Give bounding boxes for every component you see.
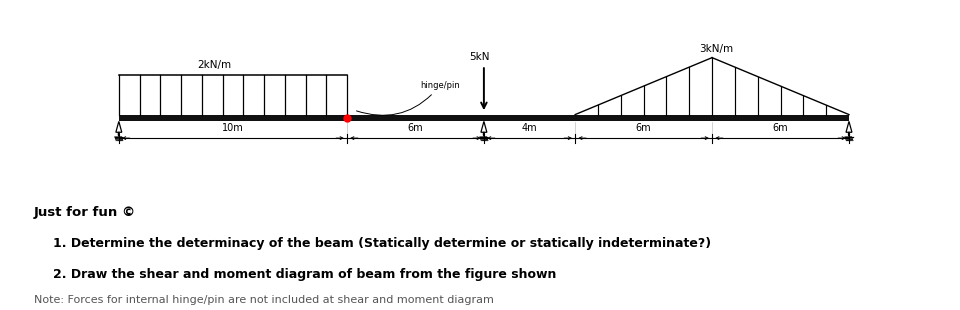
- Bar: [119, 115, 849, 122]
- Text: 5kN: 5kN: [469, 52, 490, 62]
- Text: 10m: 10m: [222, 122, 244, 132]
- Text: 6m: 6m: [773, 122, 788, 132]
- Circle shape: [849, 132, 850, 136]
- Text: 2. Draw the shear and moment diagram of beam from the figure shown: 2. Draw the shear and moment diagram of …: [53, 268, 556, 281]
- Polygon shape: [846, 122, 852, 132]
- Text: hinge/pin: hinge/pin: [356, 81, 460, 115]
- Text: Note: Forces for internal hinge/pin are not included at shear and moment diagram: Note: Forces for internal hinge/pin are …: [34, 295, 493, 305]
- Polygon shape: [116, 122, 122, 132]
- Text: 6m: 6m: [408, 122, 423, 132]
- Text: 4m: 4m: [521, 122, 538, 132]
- Text: Just for fun ©: Just for fun ©: [34, 206, 136, 219]
- Circle shape: [483, 132, 485, 136]
- Circle shape: [118, 132, 119, 136]
- Text: 1. Determine the determinacy of the beam (Statically determine or statically ind: 1. Determine the determinacy of the beam…: [53, 237, 711, 250]
- Text: 6m: 6m: [636, 122, 652, 132]
- Polygon shape: [481, 122, 487, 132]
- Text: 3kN/m: 3kN/m: [700, 44, 733, 54]
- Text: 2kN/m: 2kN/m: [198, 60, 231, 70]
